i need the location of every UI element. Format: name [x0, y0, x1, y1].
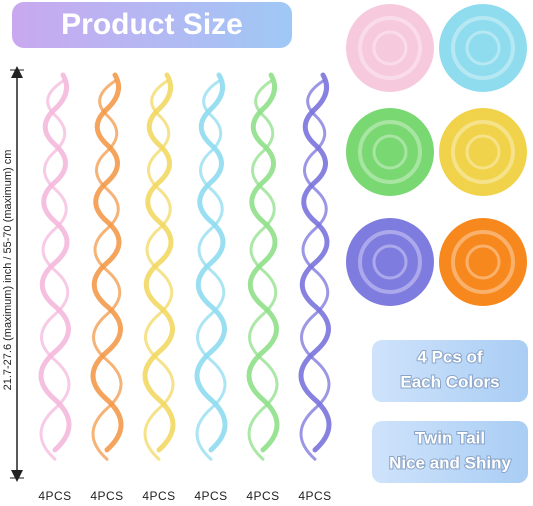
swirl-ribbon	[246, 72, 280, 453]
discs	[346, 4, 527, 306]
badges: 4 Pcs of Each Colors Twin Tail Nice and Shi…	[372, 340, 528, 483]
title-pill	[12, 2, 292, 48]
swirl-count: 4PCS	[90, 489, 123, 503]
disc	[439, 4, 527, 92]
swirl-count: 4PCS	[194, 489, 227, 503]
badge-text: 4 Pcs of	[417, 347, 483, 366]
badge-box	[372, 421, 528, 483]
swirl-ribbon	[91, 79, 123, 461]
swirl-count: 4PCS	[298, 489, 331, 503]
disc-ring	[358, 16, 422, 80]
swirl-ribbon	[299, 79, 331, 461]
disc	[346, 218, 434, 306]
disc-ring	[358, 120, 422, 184]
disc-ring	[372, 134, 408, 170]
swirl-count: 4PCS	[38, 489, 71, 503]
disc-ring	[451, 230, 515, 294]
disc-ring	[372, 244, 408, 280]
swirls: 4PCS 4PCS 4PCS 4PCS 4PCS 4PCS	[38, 72, 332, 503]
swirl-count: 4PCS	[246, 489, 279, 503]
badge-text: Nice and Shiny	[389, 453, 511, 472]
disc	[439, 218, 527, 306]
dimension-label: 21.7-27.6 (maximum) inch / 55-70 (maximu…	[2, 150, 14, 391]
disc-ring	[465, 30, 501, 66]
disc	[346, 4, 434, 92]
disc-ring	[358, 230, 422, 294]
badge-text: Each Colors	[400, 372, 499, 391]
disc-ring	[451, 120, 515, 184]
disc-ring	[372, 30, 408, 66]
title: Product Size	[61, 8, 243, 41]
swirl-count: 4PCS	[142, 489, 175, 503]
swirl-ribbon	[39, 79, 71, 461]
disc	[439, 108, 527, 196]
badge-text: Twin Tail	[415, 428, 485, 447]
disc-ring	[465, 244, 501, 280]
swirl-ribbon	[143, 79, 175, 461]
disc-ring	[451, 16, 515, 80]
swirl-ribbon	[298, 72, 332, 453]
swirl-ribbon	[247, 79, 279, 461]
disc	[346, 108, 434, 196]
swirl-ribbon	[38, 72, 72, 453]
badge-box	[372, 340, 528, 402]
swirl-ribbon	[195, 79, 227, 461]
disc-ring	[465, 134, 501, 170]
swirl-ribbon	[194, 72, 228, 453]
swirl-ribbon	[90, 72, 124, 453]
swirl-ribbon	[142, 72, 176, 453]
